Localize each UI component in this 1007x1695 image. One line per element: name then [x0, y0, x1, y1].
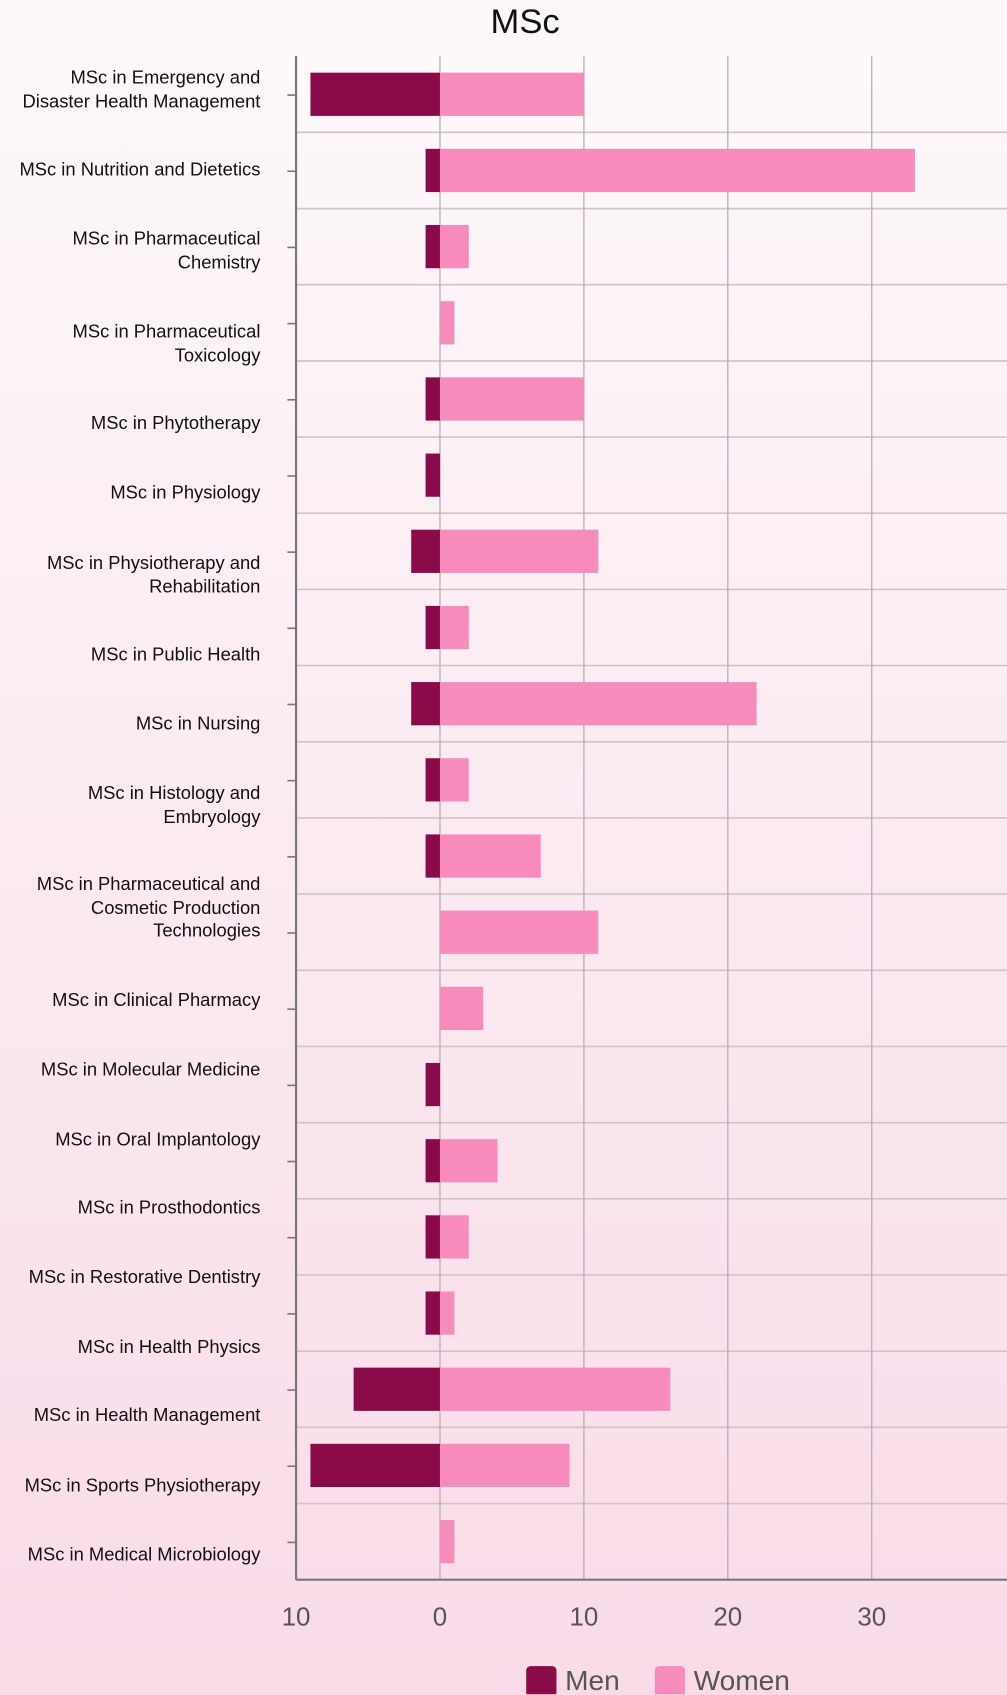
y-tick-label: MSc in Health Physics: [77, 1336, 261, 1358]
bar: [439, 225, 469, 269]
bar: [310, 72, 440, 116]
bar: [439, 758, 469, 802]
y-tick-label: MSc in Pharmaceutical Toxicology: [72, 321, 261, 366]
y-tick-label: MSc in Nutrition and Dietetics: [19, 159, 261, 180]
chart-title: MSc: [491, 3, 560, 41]
x-tick-label: 0: [433, 1603, 447, 1631]
y-tick-label: MSc in Sports Physiotherapy: [24, 1475, 261, 1496]
bar: [425, 225, 440, 269]
y-tick-label: MSc in Health Management: [33, 1404, 261, 1426]
bar: [425, 834, 440, 878]
y-tick-label: MSc in Public Health: [90, 644, 261, 665]
bar: [411, 529, 440, 573]
legend-label: Women: [694, 1665, 790, 1694]
y-tick-label: MSc in Nursing: [135, 713, 261, 734]
x-tick-label: 10: [282, 1603, 311, 1631]
bar: [425, 1062, 440, 1107]
y-tick-label: MSc in Physiotherapy and Rehabilitation: [47, 552, 261, 597]
bar: [310, 1443, 440, 1488]
bar: [425, 1139, 440, 1183]
y-tick-label: MSc in Pharmaceutical Chemistry: [72, 228, 261, 273]
legend-label: Men: [565, 1665, 620, 1694]
bar: [425, 1291, 440, 1335]
bar: [439, 1291, 455, 1335]
bar: [439, 1215, 469, 1259]
bar: [425, 1215, 440, 1259]
y-tick-label: MSc in Medical Microbiology: [27, 1544, 261, 1565]
x-tick-label: 30: [857, 1603, 886, 1631]
bar: [439, 377, 584, 421]
bar: [439, 529, 599, 573]
y-tick-label: MSc in Molecular Medicine: [40, 1059, 261, 1080]
bar: [439, 1367, 671, 1411]
y-tick-label: MSc in Clinical Pharmacy: [52, 990, 261, 1011]
bar: [439, 301, 455, 345]
bar: [439, 605, 469, 650]
bar: [439, 148, 915, 193]
y-tick-label: MSc in Oral Implantology: [55, 1129, 261, 1150]
bar: [425, 148, 440, 193]
y-tick-label: MSc in Emergency and Disaster Health Man…: [22, 67, 261, 112]
y-tick-label: MSc in Pharmaceutical and Cosmetic Produ…: [36, 873, 261, 941]
bar: [439, 72, 584, 116]
x-tick-label: 10: [569, 1603, 598, 1631]
legend-swatch: [526, 1666, 557, 1695]
y-tick-label: MSc in Phytotherapy: [90, 413, 261, 434]
bar: [439, 1519, 455, 1564]
bar: [439, 910, 599, 954]
y-tick-label: MSc in Physiology: [110, 482, 261, 503]
legend-swatch: [654, 1666, 686, 1695]
bar: [439, 1139, 498, 1183]
bar: [425, 453, 440, 497]
bar: [439, 986, 484, 1030]
bar: [439, 682, 757, 726]
bar: [425, 758, 440, 802]
bar: [411, 682, 440, 726]
bar: [439, 1443, 570, 1488]
bar: [425, 605, 440, 650]
bar: [353, 1367, 440, 1411]
x-tick-label: 20: [713, 1603, 742, 1631]
bar: [439, 834, 541, 878]
y-tick-label: MSc in Prosthodontics: [77, 1197, 261, 1218]
bar: [425, 377, 440, 421]
y-tick-label: MSc in Histology and Embryology: [87, 782, 261, 827]
y-tick-label: MSc in Restorative Dentistry: [28, 1266, 261, 1288]
